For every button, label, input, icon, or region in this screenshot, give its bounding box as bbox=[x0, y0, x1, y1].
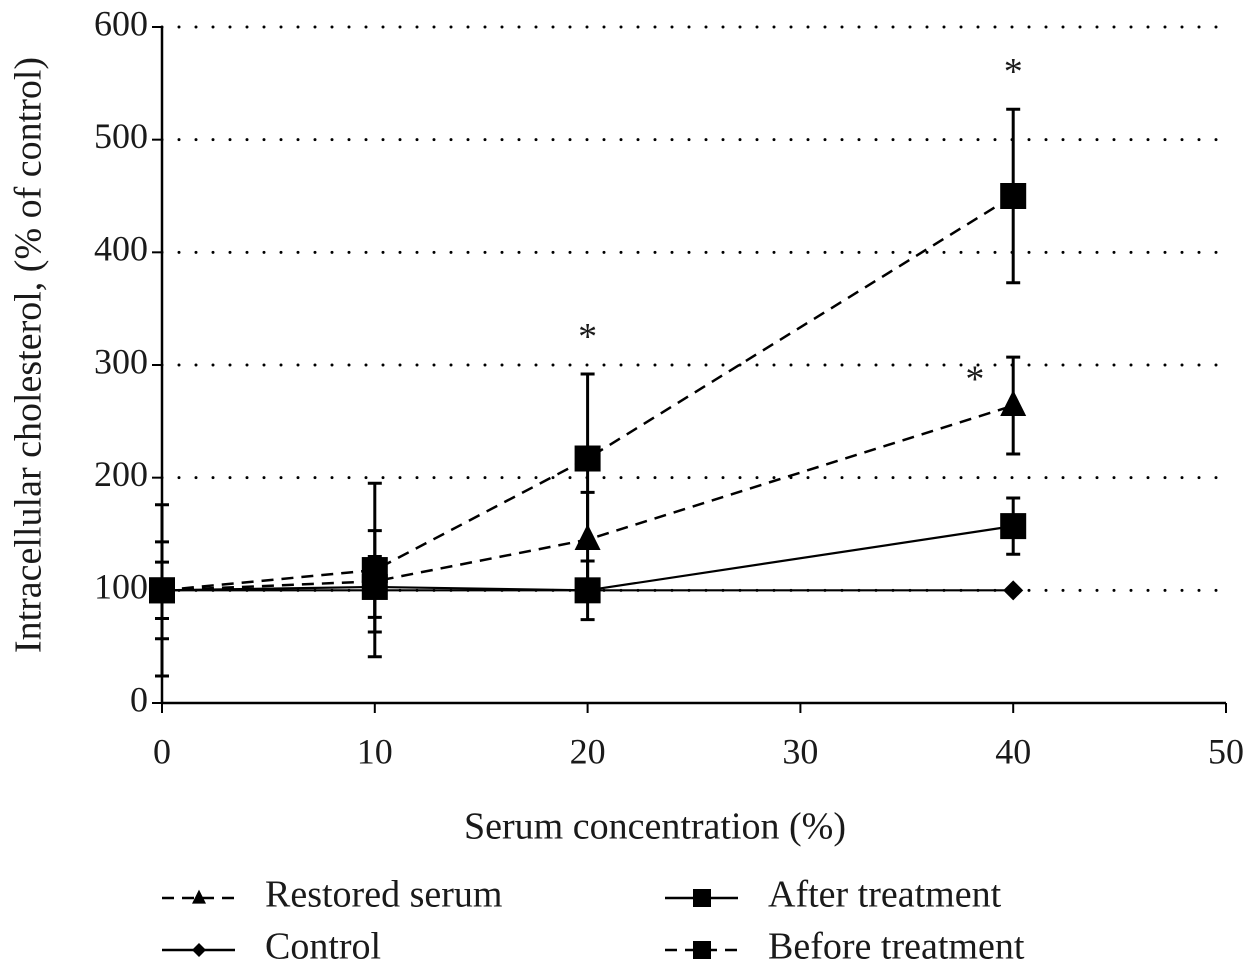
marker bbox=[192, 889, 206, 904]
series-line bbox=[161, 525, 1014, 592]
y-tick-label: 500 bbox=[94, 116, 148, 156]
series-line bbox=[161, 404, 1014, 592]
y-tick-label: 600 bbox=[94, 3, 148, 43]
y-tick-label: 400 bbox=[94, 229, 148, 269]
legend-label: After treatment bbox=[768, 874, 1002, 916]
marker bbox=[1003, 580, 1024, 601]
x-axis-label: Serum concentration (%) bbox=[464, 806, 846, 848]
marker bbox=[1000, 389, 1027, 416]
legend-label: Restored serum bbox=[265, 874, 502, 916]
marker bbox=[577, 580, 598, 601]
legend-label: Before treatment bbox=[768, 926, 1025, 968]
series-line bbox=[161, 194, 1014, 592]
y-axis-label: Intracellular cholesterol, (% of control… bbox=[8, 57, 50, 653]
x-tick-label: 40 bbox=[995, 731, 1031, 771]
annotation: * bbox=[1004, 51, 1023, 93]
annotation: * bbox=[578, 316, 597, 358]
y-tick-label: 200 bbox=[94, 454, 148, 494]
marker bbox=[149, 577, 175, 604]
x-tick-label: 50 bbox=[1208, 731, 1244, 771]
marker bbox=[361, 557, 388, 584]
y-tick-label: 300 bbox=[94, 341, 148, 381]
marker bbox=[693, 889, 711, 907]
x-tick-label: 20 bbox=[570, 731, 606, 771]
x-tick-label: 10 bbox=[357, 731, 393, 771]
marker bbox=[693, 941, 711, 959]
legend-label: Control bbox=[265, 926, 381, 968]
marker bbox=[192, 943, 206, 957]
x-tick-label: 0 bbox=[153, 731, 171, 771]
y-tick-label: 100 bbox=[94, 567, 148, 607]
y-tick-label: 0 bbox=[130, 679, 148, 719]
marker bbox=[1000, 183, 1027, 209]
x-tick-label: 30 bbox=[782, 731, 818, 771]
annotation: * bbox=[965, 359, 984, 401]
marker bbox=[1000, 513, 1027, 540]
marker bbox=[574, 445, 601, 472]
